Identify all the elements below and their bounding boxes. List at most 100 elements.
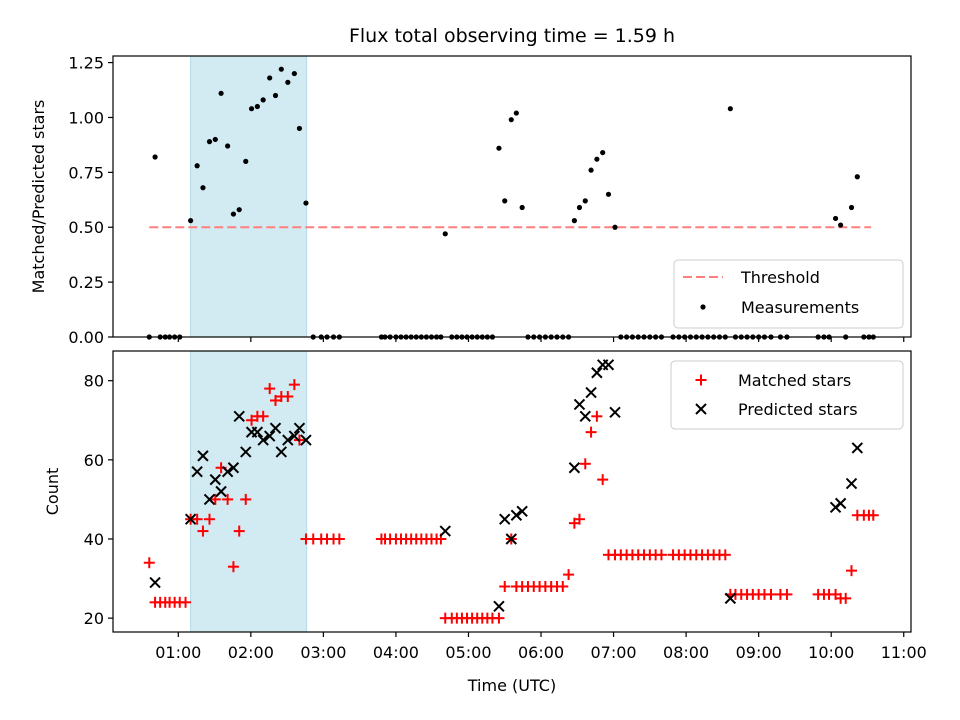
predicted-point (197, 450, 209, 462)
measurement-point (152, 154, 158, 160)
legend-predicted-label: Predicted stars (738, 400, 858, 419)
measurement-point (278, 66, 284, 72)
matched-point (573, 513, 585, 525)
legend: Matched stars Predicted stars (670, 360, 904, 430)
matched-point (867, 509, 879, 521)
predicted-point (257, 434, 269, 446)
measurement-point (194, 163, 200, 169)
measurement-point (496, 145, 502, 151)
predicted-point (499, 513, 511, 525)
measurement-points (146, 66, 876, 340)
predicted-point (288, 430, 301, 442)
legend-matched-swatch (695, 374, 707, 386)
measurement-point (605, 191, 612, 197)
predicted-point (209, 473, 221, 486)
legend-cross-mark (695, 403, 707, 415)
x-tick-label: 02:00 (228, 643, 274, 662)
predicted-point (191, 466, 203, 478)
matched-point (264, 383, 276, 395)
matched-point (585, 426, 597, 438)
matched-point (282, 391, 294, 403)
measurement-point (588, 167, 594, 173)
matched-point (257, 410, 269, 422)
matched-point (209, 493, 221, 505)
measurement-point (206, 139, 213, 145)
legend-matched-label: Matched stars (738, 371, 851, 390)
predicted-point (240, 446, 252, 458)
predicted-point (184, 513, 197, 525)
y-tick-label: 0.50 (68, 218, 104, 237)
measurement-point (848, 204, 855, 211)
predicted-point (275, 446, 288, 458)
highlight-span (190, 55, 308, 338)
y-tick-label: 40 (84, 530, 104, 549)
measurement-point (571, 218, 577, 224)
matched-point (557, 580, 569, 592)
matched-point (846, 565, 858, 577)
y-tick-label: 1.00 (68, 108, 104, 127)
measurement-point (236, 207, 242, 213)
x-tick-label: 11:00 (881, 643, 927, 662)
y-tick-label: 60 (84, 451, 104, 470)
predicted-point (439, 525, 451, 537)
matched-point (203, 513, 215, 525)
x-tick-label: 10:00 (808, 643, 854, 662)
matched-point (765, 588, 777, 600)
measurement-point (854, 174, 860, 180)
predicted-point (269, 422, 282, 434)
y-axis-label: Matched/Predicted stars (29, 100, 48, 294)
matched-point (840, 592, 852, 604)
y-tick-label: 80 (84, 372, 104, 391)
measurement-point (612, 224, 618, 230)
matched-point (591, 410, 603, 422)
y-axis-ticks: 20 40 60 80 (84, 372, 113, 628)
measurement-point (296, 125, 303, 132)
measurement-point (260, 97, 266, 103)
measurement-point (519, 204, 525, 211)
predicted-point (602, 359, 615, 371)
ratio-panel: 0.00 0.25 0.50 0.75 1.00 1.25 Matched/Predict… (29, 54, 912, 347)
y-tick-label: 0.00 (68, 328, 104, 347)
matched-point (781, 588, 793, 600)
legend-measurement-label: Measurements (741, 298, 859, 317)
y-tick-label: 20 (84, 609, 104, 628)
measurement-point (291, 70, 297, 77)
chart-title: Flux total observing time = 1.59 h (349, 25, 675, 47)
predicted-point (282, 434, 294, 446)
y-tick-label: 0.25 (68, 273, 104, 292)
predicted-point (609, 406, 621, 419)
plot-frame (112, 350, 912, 633)
matched-point (197, 525, 209, 537)
predicted-point (505, 533, 517, 545)
predicted-point (149, 576, 161, 589)
predicted-point (834, 497, 847, 510)
matched-point (563, 569, 575, 581)
measurement-point (188, 218, 194, 224)
x-axis-ticks (177, 337, 905, 342)
x-tick-label: 07:00 (591, 643, 637, 662)
measurement-point (832, 215, 839, 222)
measurement-point (272, 92, 279, 99)
legend-plus-mark (695, 374, 707, 386)
y-tick-label: 1.25 (68, 54, 104, 73)
matched-point (493, 612, 505, 624)
predicted-point (851, 442, 864, 454)
matched-point (240, 493, 252, 505)
highlight-span (190, 350, 308, 633)
matched-point (719, 549, 731, 561)
measurement-point (600, 149, 606, 156)
predicted-point (263, 430, 276, 442)
measurement-point (442, 231, 448, 237)
matched-point (270, 394, 282, 406)
predicted-point (493, 600, 505, 612)
predicted-point (845, 477, 858, 490)
matched-point (579, 458, 591, 470)
measurement-point (594, 156, 600, 162)
x-tick-label: 01:00 (155, 643, 201, 662)
x-tick-label: 06:00 (518, 643, 564, 662)
measurement-point (513, 110, 519, 116)
x-axis-label: Time (UTC) (467, 676, 556, 695)
predicted-points (149, 359, 864, 612)
legend-predicted-swatch (695, 403, 707, 415)
